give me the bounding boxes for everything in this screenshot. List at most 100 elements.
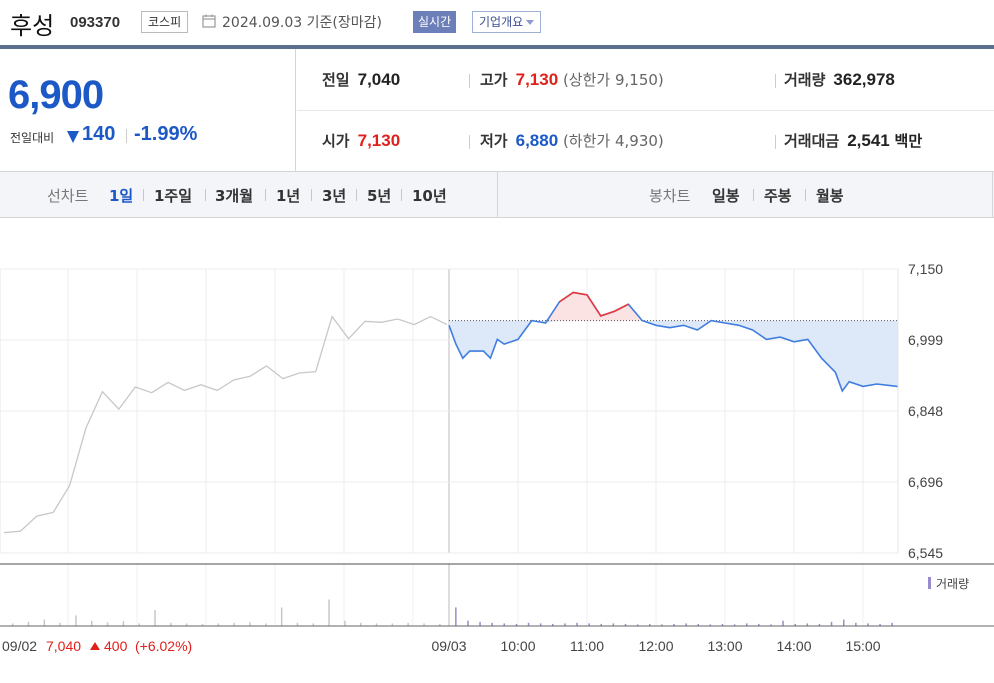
volume-bar xyxy=(782,620,784,626)
above-reference-fill xyxy=(449,292,898,321)
volume-bar xyxy=(27,621,30,626)
company-info-dropdown[interactable]: 기업개요 xyxy=(472,11,542,33)
volume-bar xyxy=(11,623,14,627)
volume-bar xyxy=(515,623,518,626)
stat-label: 거래대금 xyxy=(784,132,840,150)
stock-header: 후성 093370 코스피 2024.09.03 기준(장마감) 실시간 기업개… xyxy=(0,0,994,46)
x-tick-label: 15:00 xyxy=(845,638,880,654)
prev-day-change-pct: (+6.02%) xyxy=(135,638,192,654)
volume-legend-swatch xyxy=(928,577,931,589)
volume-bar xyxy=(891,622,893,626)
stat-label: 시가 xyxy=(322,132,350,150)
stat-volume: 거래량 362,978 xyxy=(784,69,895,90)
line-chart-label: 선차트 xyxy=(47,187,89,205)
up-triangle-icon xyxy=(90,642,100,650)
divider xyxy=(126,129,127,143)
volume-bar xyxy=(600,623,602,626)
volume-bar xyxy=(636,624,639,626)
period-3month[interactable]: 3개월 xyxy=(215,187,254,205)
volume-bar xyxy=(830,621,833,626)
volume-bar xyxy=(280,607,283,626)
volume-bar xyxy=(588,623,590,627)
volume-bar xyxy=(818,623,821,626)
volume-bar xyxy=(624,623,627,626)
stat-low: 저가 6,880 (하한가 4,930) xyxy=(480,130,664,151)
volume-bar xyxy=(185,623,188,627)
volume-bar xyxy=(564,623,566,627)
volume-bar xyxy=(375,623,378,627)
change-label: 전일대비 xyxy=(10,131,55,145)
stat-amount: 거래대금 2,541 백만 xyxy=(784,130,922,151)
volume-bar xyxy=(407,622,409,626)
volume-bar xyxy=(709,624,712,626)
x-tick-label: 13:00 xyxy=(707,638,742,654)
stat-label: 저가 xyxy=(480,132,508,150)
divider xyxy=(401,189,402,201)
volume-bar xyxy=(296,622,299,626)
volume-bar xyxy=(673,623,675,626)
stat-value: 6,880 xyxy=(515,131,559,150)
y-tick-label: 6,696 xyxy=(908,474,943,490)
stat-value: 7,040 xyxy=(357,70,401,89)
period-1year[interactable]: 1년 xyxy=(276,187,301,205)
chevron-down-icon xyxy=(526,20,535,25)
x-tick-label: 12:00 xyxy=(638,638,673,654)
market-badge: 코스피 xyxy=(141,11,189,33)
volume-bar xyxy=(201,623,204,626)
stock-code: 093370 xyxy=(70,14,121,31)
volume-bar xyxy=(867,623,869,627)
stat-value: 362,978 xyxy=(833,70,895,89)
volume-bar xyxy=(233,622,235,626)
divider xyxy=(265,189,266,201)
intraday-price-chart[interactable]: 7,150 6,999 6,848 6,696 6,545 거래량 09/03 10:00… xyxy=(0,218,994,683)
volume-bar xyxy=(855,622,857,626)
period-1day[interactable]: 1일 xyxy=(109,187,134,205)
volume-bar xyxy=(879,623,881,626)
volume-bar xyxy=(75,615,77,626)
volume-legend: 거래량 xyxy=(936,577,969,591)
volume-bar xyxy=(649,623,651,626)
stat-prev-close: 전일 7,040 xyxy=(322,69,400,90)
change-value: 140 xyxy=(82,123,116,145)
candle-monthly[interactable]: 월봉 xyxy=(816,187,844,205)
lower-limit: (하한가 4,930) xyxy=(562,132,664,150)
volume-bar xyxy=(467,620,469,626)
x-tick-label: 09/03 xyxy=(431,638,466,654)
prev-day-change: 400 xyxy=(104,638,128,654)
period-3year[interactable]: 3년 xyxy=(322,187,347,205)
y-tick-label: 6,545 xyxy=(908,545,943,561)
divider xyxy=(992,172,993,217)
volume-bar xyxy=(552,623,554,626)
volume-bar xyxy=(170,622,172,626)
stat-value: 7,130 xyxy=(357,131,401,150)
period-10year[interactable]: 10년 xyxy=(412,187,447,205)
y-tick-label: 6,999 xyxy=(908,332,943,348)
volume-bar xyxy=(91,620,93,626)
realtime-button[interactable]: 실시간 xyxy=(413,11,457,33)
volume-bar xyxy=(758,623,760,626)
divider xyxy=(497,172,498,217)
y-tick-label: 6,848 xyxy=(908,403,943,419)
amount-unit: 백만 xyxy=(894,132,923,150)
volume-bar xyxy=(539,623,542,627)
divider xyxy=(297,110,994,111)
period-1week[interactable]: 1주일 xyxy=(154,187,193,205)
volume-bar xyxy=(439,623,441,626)
calendar-icon xyxy=(202,14,216,28)
candle-daily[interactable]: 일봉 xyxy=(712,187,740,205)
stat-label: 거래량 xyxy=(784,71,826,89)
volume-bar xyxy=(122,621,125,626)
volume-bar xyxy=(491,622,493,626)
volume-bar xyxy=(249,622,251,626)
candle-weekly[interactable]: 주봉 xyxy=(764,187,792,205)
period-5year[interactable]: 5년 xyxy=(367,187,392,205)
volume-bar xyxy=(328,599,330,626)
volume-bar xyxy=(265,623,267,627)
chart-period-bar: 선차트 1일 1주일 3개월 1년 3년 5년 10년 봉차트 일봉 주봉 월봉 xyxy=(0,171,994,218)
x-tick-label: 10:00 xyxy=(500,638,535,654)
volume-bar xyxy=(661,624,663,626)
volume-bar xyxy=(794,623,796,626)
y-axis-labels: 7,150 6,999 6,848 6,696 6,545 xyxy=(908,261,943,561)
divider xyxy=(775,74,776,88)
volume-bar xyxy=(344,620,346,626)
